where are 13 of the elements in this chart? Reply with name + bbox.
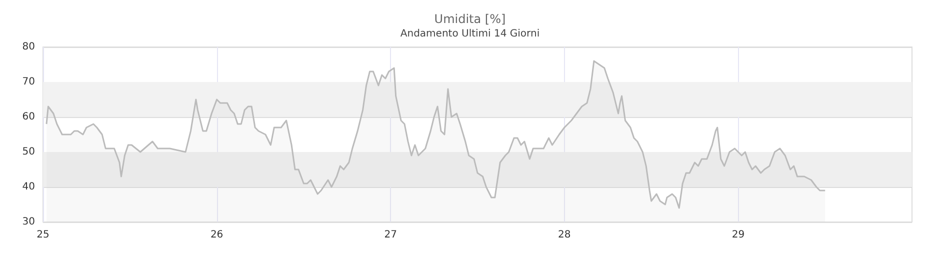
y-tick-label: 50 xyxy=(22,146,35,158)
y-tick-label: 30 xyxy=(22,216,35,228)
x-tick-label: 28 xyxy=(558,230,571,240)
y-tick-label: 80 xyxy=(22,42,35,52)
y-tick-label: 40 xyxy=(22,182,35,192)
x-tick-label: 29 xyxy=(732,230,745,240)
y-tick-label: 70 xyxy=(22,76,35,88)
x-tick-label: 27 xyxy=(384,230,397,240)
y-tick-label: 60 xyxy=(22,112,35,122)
x-tick-label: 25 xyxy=(36,230,50,240)
chart-subtitle: Andamento Ultimi 14 Giorni xyxy=(400,28,540,40)
x-tick-label: 26 xyxy=(210,230,224,240)
chart-title: Umidita [%] xyxy=(434,12,506,26)
